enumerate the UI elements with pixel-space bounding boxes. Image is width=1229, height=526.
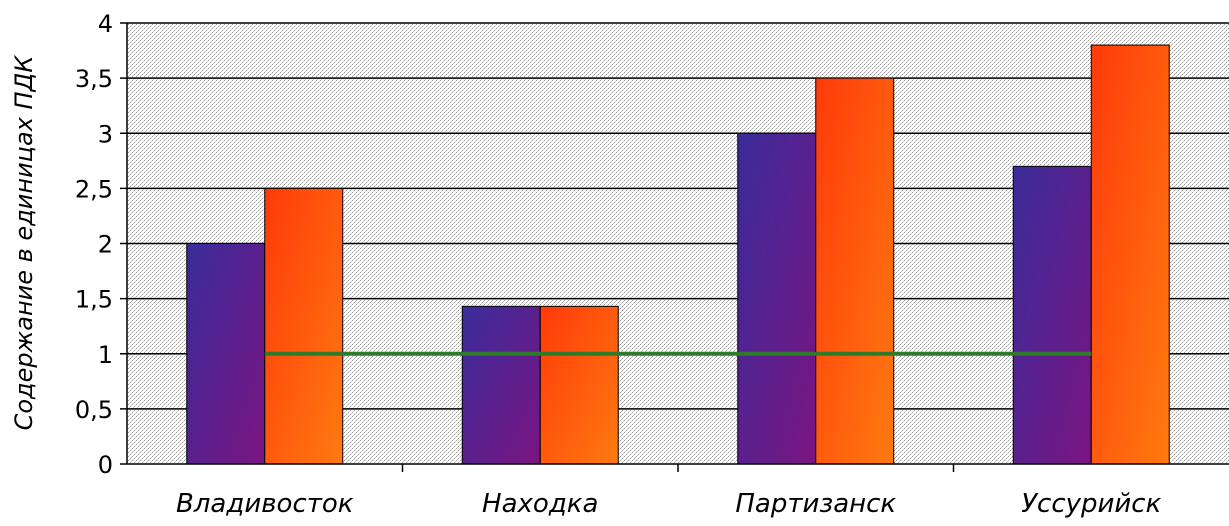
- y-tick-label: 1: [98, 341, 113, 369]
- x-category-label: Уссурийск: [1021, 489, 1161, 519]
- bar-series-1-1: [461, 305, 541, 465]
- x-category-label: Владивосток: [176, 489, 354, 519]
- y-tick-label: 4: [98, 10, 113, 38]
- bar-series-2-3: [1090, 44, 1170, 465]
- y-tick-label: 1,5: [75, 286, 113, 314]
- bar-series-1-0: [186, 243, 266, 465]
- y-tick-label: 3,5: [75, 65, 113, 93]
- y-axis-title: Содержание в единицах ПДК: [10, 55, 38, 431]
- category-labels: Владивосток Находка Партизанск Уссурийск: [176, 489, 1162, 519]
- y-tick-label: 0,5: [75, 396, 113, 424]
- y-tick-label: 2: [98, 231, 113, 259]
- bar-series-2-0: [264, 187, 344, 465]
- x-category-label: Находка: [482, 489, 598, 519]
- bars: [186, 44, 1170, 465]
- bar-series-1-2: [737, 132, 817, 465]
- bar-series-1-3: [1012, 165, 1092, 465]
- bar-series-2-1: [539, 305, 619, 465]
- y-tick-label: 2,5: [75, 175, 113, 203]
- y-tick-label: 3: [98, 120, 113, 148]
- y-tick-label: 0: [98, 451, 113, 479]
- x-category-label: Партизанск: [735, 489, 896, 519]
- bar-series-2-2: [815, 77, 895, 465]
- y-tick-labels: 0 0,5 1 1,5 2 2,5 3 3,5 4: [75, 10, 113, 479]
- axes: [120, 22, 1229, 472]
